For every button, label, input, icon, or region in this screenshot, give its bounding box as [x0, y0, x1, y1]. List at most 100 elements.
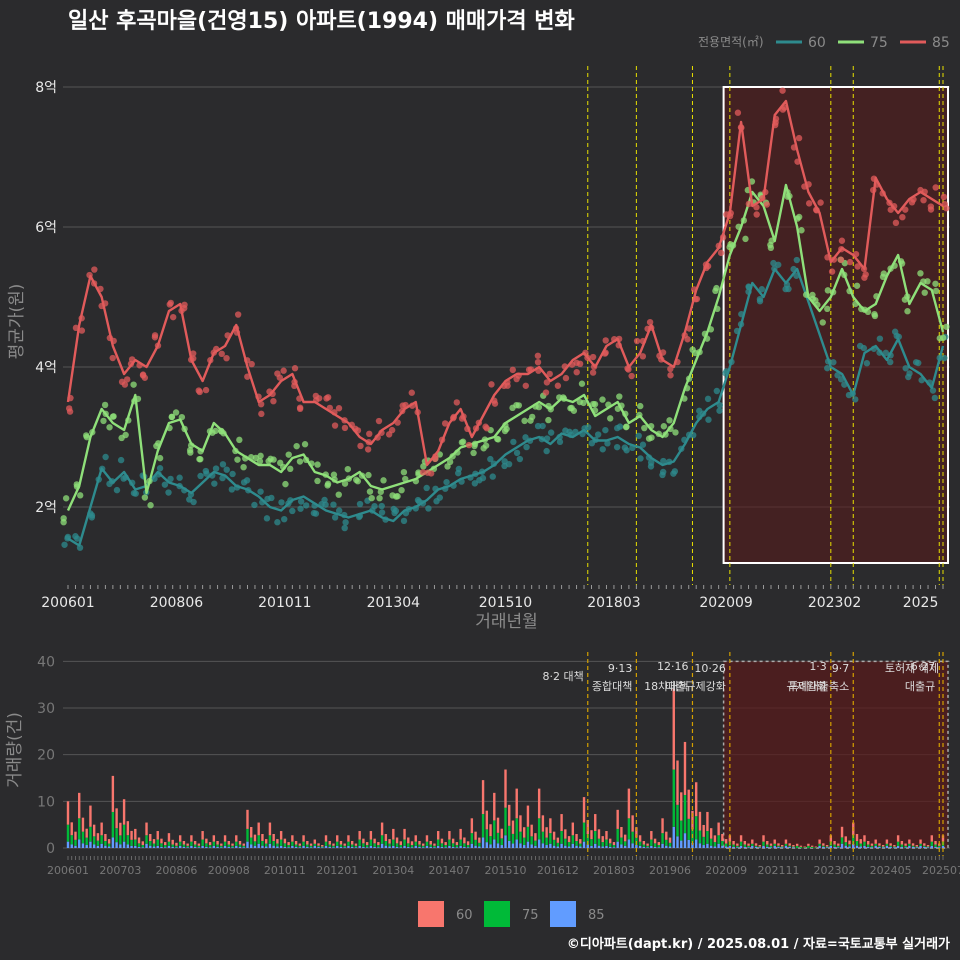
scatter-point-60: [621, 444, 629, 451]
scatter-point-75: [296, 458, 304, 465]
scatter-point-60: [758, 286, 766, 293]
bar-60: [92, 824, 96, 837]
bar-75: [407, 843, 410, 847]
scatter-point-85: [943, 205, 950, 212]
annotation-sublabel: 18차대책: [644, 680, 688, 693]
scatter-point-85: [91, 266, 98, 273]
bar-75: [522, 837, 526, 846]
bar-75: [470, 833, 474, 844]
bar-60: [388, 839, 391, 844]
bar-60: [231, 843, 234, 846]
bar-85: [175, 847, 178, 848]
scatter-point-85: [341, 424, 349, 432]
bar-85: [463, 846, 466, 848]
scatter-point-60: [371, 502, 378, 510]
bar-85: [844, 845, 847, 848]
bar-85: [399, 847, 402, 848]
scatter-point-60: [331, 514, 339, 521]
x-tick-label: 202009: [699, 595, 752, 611]
scatter-point-60: [639, 441, 647, 448]
scatter-point-75: [366, 488, 374, 495]
bar-60: [485, 810, 489, 830]
scatter-point-85: [573, 368, 580, 376]
scatter-point-85: [453, 399, 460, 406]
bar-75: [347, 841, 350, 846]
bar-75: [893, 846, 896, 848]
bar-75: [687, 818, 690, 840]
bar-60: [339, 841, 343, 845]
bar-75: [661, 833, 664, 844]
scatter-point-85: [118, 378, 126, 386]
bar-85: [691, 842, 694, 848]
bar-75: [530, 836, 533, 845]
bar-85: [78, 839, 81, 848]
bar-75: [451, 843, 455, 847]
scatter-point-75: [186, 446, 194, 454]
bar-75: [807, 845, 810, 848]
bar-60: [829, 835, 833, 842]
bar-75: [698, 830, 702, 844]
bar-75: [788, 845, 791, 847]
bar-75: [795, 845, 799, 848]
scatter-point-85: [745, 200, 753, 208]
bar-60: [392, 828, 395, 840]
scatter-point-60: [391, 509, 398, 517]
scatter-point-60: [229, 470, 236, 478]
bar-y-tick-label: 20: [37, 748, 55, 764]
bar-60: [134, 828, 137, 840]
bar-75: [900, 844, 904, 847]
bar-60: [223, 835, 227, 842]
bar-60: [695, 782, 698, 817]
bar-60: [799, 845, 803, 847]
bar-85: [186, 847, 189, 848]
scatter-point-85: [509, 366, 516, 374]
bar-75: [739, 841, 743, 846]
bar-75: [623, 841, 627, 846]
bar-75: [261, 841, 264, 846]
scatter-point-85: [908, 199, 916, 206]
scatter-point-75: [691, 349, 699, 357]
bar-75: [410, 845, 414, 848]
bar-85: [92, 844, 96, 848]
bar-75: [96, 840, 100, 846]
bar-85: [537, 839, 541, 848]
bar-85: [863, 845, 866, 848]
bar-75: [781, 846, 784, 848]
scatter-point-85: [357, 442, 364, 450]
bar-75: [496, 832, 500, 844]
bar-60: [878, 843, 881, 846]
bar-60: [590, 830, 593, 840]
scatter-point-60: [378, 502, 385, 510]
series-line-75: [66, 183, 945, 511]
bar-85: [721, 845, 724, 848]
bar-75: [107, 843, 111, 847]
bar-60: [70, 822, 73, 836]
bar-85: [414, 845, 417, 848]
bar-75: [100, 835, 103, 844]
bar-75: [302, 841, 305, 846]
bar-75: [859, 843, 862, 847]
scatter-point-60: [425, 505, 432, 512]
bar-75: [212, 841, 216, 846]
bar-75: [227, 844, 230, 847]
bar-85: [878, 846, 881, 848]
bar-85: [216, 846, 219, 848]
bar-85: [231, 847, 234, 848]
bar-75: [552, 839, 556, 846]
bar-85: [395, 846, 399, 848]
scatter-point-60: [165, 489, 172, 496]
scatter-point-75: [314, 461, 321, 468]
bar-60: [111, 775, 115, 812]
bar-60: [306, 841, 309, 845]
bar-75: [466, 845, 470, 848]
bar-75: [246, 828, 249, 842]
bar-85: [250, 844, 253, 848]
bar-75: [867, 844, 870, 847]
bar-60: [149, 834, 152, 841]
bar-85: [908, 845, 911, 848]
bar-85: [638, 845, 642, 848]
scatter-point-75: [100, 417, 107, 425]
bar-60: [758, 845, 761, 847]
bar-60: [773, 839, 776, 844]
